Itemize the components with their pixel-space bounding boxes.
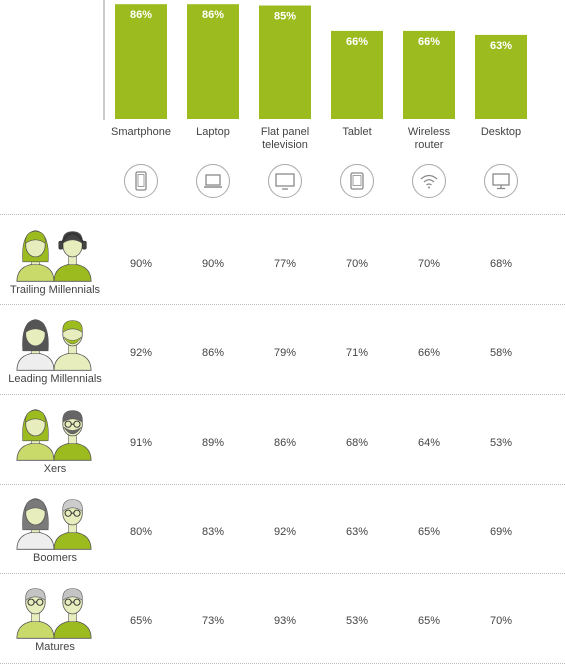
bar-value-label: 86% [130,9,152,21]
table-cell: 63% [345,526,369,538]
table-cell: 65% [129,615,153,627]
bar-value-label: 63% [490,40,512,52]
table-cell: 69% [489,526,513,538]
row-divider [0,663,565,664]
row-divider [0,214,565,215]
category-label: Flat panel television [245,126,325,152]
category-label: Smartphone [101,126,181,139]
category-label: Tablet [317,126,397,139]
generation-label: Xers [43,463,67,475]
table-cell: 53% [345,615,369,627]
bar-smartphone [115,4,167,119]
tv-icon [268,164,302,198]
table-cell: 66% [417,347,441,359]
generation-label: Leading Millennials [8,373,102,385]
table-cell: 79% [273,347,297,359]
generation-avatar [12,222,96,284]
table-cell: 65% [417,615,441,627]
table-cell: 83% [201,526,225,538]
bar-laptop [187,4,239,119]
category-label-line: Tablet [342,126,372,138]
category-label-line: Wireless [407,126,451,138]
wifi-icon [412,164,446,198]
table-cell: 70% [417,258,441,270]
table-cell: 68% [489,258,513,270]
laptop-icon [196,164,230,198]
row-divider [0,484,565,485]
bar-desktop [475,34,527,119]
table-cell: 68% [345,437,369,449]
table-row: Trailing Millennials 90% 90% 77% 70% 70% 68% [0,216,565,304]
generation-label: Boomers [32,552,78,564]
table-cell: 90% [201,258,225,270]
table-cell: 86% [201,347,225,359]
row-divider [0,573,565,574]
table-cell: 70% [345,258,369,270]
table-cell: 53% [489,437,513,449]
generation-avatar [12,401,96,463]
category-label-line: Smartphone [111,126,171,138]
table-cell: 70% [489,615,513,627]
table-row: Boomers 80% 83% 92% 63% 65% 69% [0,484,565,572]
table-row: Matures 65% 73% 93% 53% 65% 70% [0,573,565,661]
table-cell: 91% [129,437,153,449]
table-row: Xers 91% 89% 86% 68% 64% 53% [0,395,565,483]
desktop-icon [484,164,518,198]
table-cell: 92% [273,526,297,538]
row-divider [0,394,565,395]
bar-tablet [331,30,383,119]
table-cell: 90% [129,258,153,270]
category-label: Wireless router [389,126,469,152]
bar-value-label: 85% [274,11,296,23]
table-cell: 73% [201,615,225,627]
table-cell: 89% [201,437,225,449]
table-cell: 92% [129,347,153,359]
table-cell: 86% [273,437,297,449]
category-label-line: Desktop [480,126,522,138]
table-cell: 65% [417,526,441,538]
bar-value-label: 66% [418,36,440,48]
category-label: Laptop [173,126,253,139]
row-divider [0,304,565,305]
generation-label: Matures [35,641,75,653]
generation-avatar [12,311,96,373]
table-row: Leading Millennials 92% 86% 79% 71% 66% 58% [0,305,565,393]
generation-avatar [12,490,96,552]
table-cell: 93% [273,615,297,627]
category-label-line: router [414,139,444,151]
table-cell: 71% [345,347,369,359]
bar-value-label: 66% [346,36,368,48]
bar-flat-panel-television [259,5,311,119]
table-cell: 77% [273,258,297,270]
bar-wireless-router [403,30,455,119]
category-label-line: Flat panel [260,126,310,138]
generation-avatar [12,579,96,641]
table-cell: 64% [417,437,441,449]
table-cell: 58% [489,347,513,359]
table-cell: 80% [129,526,153,538]
category-label-line: television [262,139,308,151]
category-label-line: Laptop [196,126,230,138]
tablet-icon [340,164,374,198]
bar-chart: 86% 86% 85% 66% 66% 63% [103,0,527,120]
category-label: Desktop [461,126,541,139]
bar-value-label: 86% [202,9,224,21]
generation-label: Trailing Millennials [9,284,101,296]
smartphone-icon [124,164,158,198]
